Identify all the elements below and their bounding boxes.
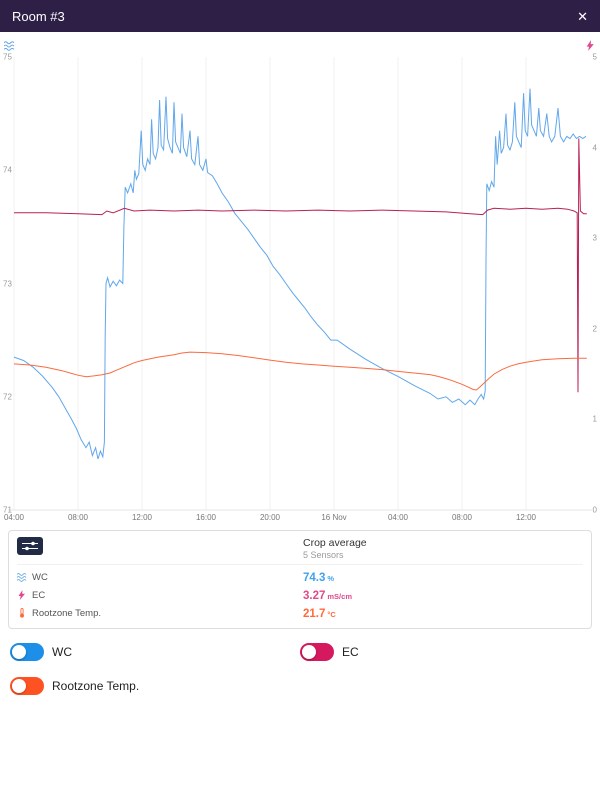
series-value: 21.7 xyxy=(303,608,326,620)
axis-tick: 75 xyxy=(3,52,12,62)
series-line-wc xyxy=(13,88,587,460)
x-axis-label: 04:00 xyxy=(3,513,25,522)
toggle-switch[interactable] xyxy=(300,643,334,661)
toggle-knob xyxy=(12,679,26,693)
series-line-rootzone-temp- xyxy=(13,351,587,391)
series-line-ec xyxy=(14,138,587,393)
series-label: WC xyxy=(32,571,48,583)
tooltip-row: WC 74.3% xyxy=(17,568,583,586)
axis-tick: 73 xyxy=(3,279,12,288)
series-unit: % xyxy=(327,574,335,583)
tooltip-rows: WC 74.3% EC 3.27 mS/cm Rootzone Temp. 21.7 °C xyxy=(17,568,583,622)
series-unit: °C xyxy=(327,610,336,619)
axis-tick: 71 xyxy=(3,505,12,515)
close-icon[interactable]: ✕ xyxy=(577,8,588,24)
tooltip-row: Rootzone Temp. 21.7 °C xyxy=(17,604,583,622)
x-axis-label: 12:00 xyxy=(515,513,537,522)
tooltip-group-subtitle: 5 Sensors xyxy=(303,550,344,560)
toggle-switch[interactable] xyxy=(10,643,44,661)
x-axis-label: 08:00 xyxy=(67,513,89,522)
axis-tick: 72 xyxy=(3,392,12,402)
series-toggles: WC EC Rootzone Temp. xyxy=(0,629,600,695)
x-axis-label: 08:00 xyxy=(451,513,473,522)
axis-tick: 74 xyxy=(3,165,12,175)
waves-icon xyxy=(17,572,27,582)
toggle-label: EC xyxy=(342,645,359,659)
toggle-knob xyxy=(12,645,26,659)
axis-tick: 3 xyxy=(592,233,597,243)
series-label: EC xyxy=(32,589,46,601)
wc-waves-icon xyxy=(3,38,15,51)
x-axis-label: 04:00 xyxy=(387,513,409,522)
x-axis-label: 16:00 xyxy=(195,513,217,522)
toggle-wc[interactable]: WC xyxy=(10,643,300,661)
x-axis-label: 16 Nov xyxy=(321,513,347,522)
toggle-switch[interactable] xyxy=(10,677,44,695)
crop-average-badge xyxy=(17,537,43,555)
x-axis-label: 20:00 xyxy=(259,513,281,522)
axis-tick: 0 xyxy=(592,505,597,515)
toggle-label: Rootzone Temp. xyxy=(52,679,140,693)
axis-tick: 2 xyxy=(592,324,597,334)
tooltip-row: EC 3.27 mS/cm xyxy=(17,586,583,604)
thermo-icon xyxy=(17,608,27,618)
page-title: Room #3 xyxy=(12,8,65,24)
axis-tick: 1 xyxy=(592,414,597,424)
toggle-knob xyxy=(302,645,316,659)
series-value: 3.27 xyxy=(303,590,326,602)
ec-bolt-icon xyxy=(585,38,596,51)
x-axis-label: 12:00 xyxy=(131,513,153,522)
axis-tick: 4 xyxy=(592,143,597,153)
tooltip-card: Crop average 5 Sensors WC 74.3% EC 3.27 mS/c… xyxy=(8,530,592,629)
series-label: Rootzone Temp. xyxy=(32,607,102,619)
sensor-chart[interactable]: 75 74 73 72 71 5 4 3 2 1 0 04:00 08:00 12:00 16:00 20… xyxy=(0,32,600,526)
toggle-ec[interactable]: EC xyxy=(300,643,590,661)
axis-tick: 5 xyxy=(592,52,597,62)
toggle-label: WC xyxy=(52,645,72,659)
series-value: 74.3 xyxy=(303,572,326,584)
tooltip-header: Crop average 5 Sensors xyxy=(17,537,583,565)
chart-canvas xyxy=(8,57,592,511)
toggle-rootzone-temp-[interactable]: Rootzone Temp. xyxy=(10,677,300,695)
bolt-icon xyxy=(17,590,27,600)
tooltip-group-title: Crop average xyxy=(303,537,367,549)
series-unit: mS/cm xyxy=(327,592,352,601)
titlebar: Room #3 ✕ xyxy=(0,0,600,32)
